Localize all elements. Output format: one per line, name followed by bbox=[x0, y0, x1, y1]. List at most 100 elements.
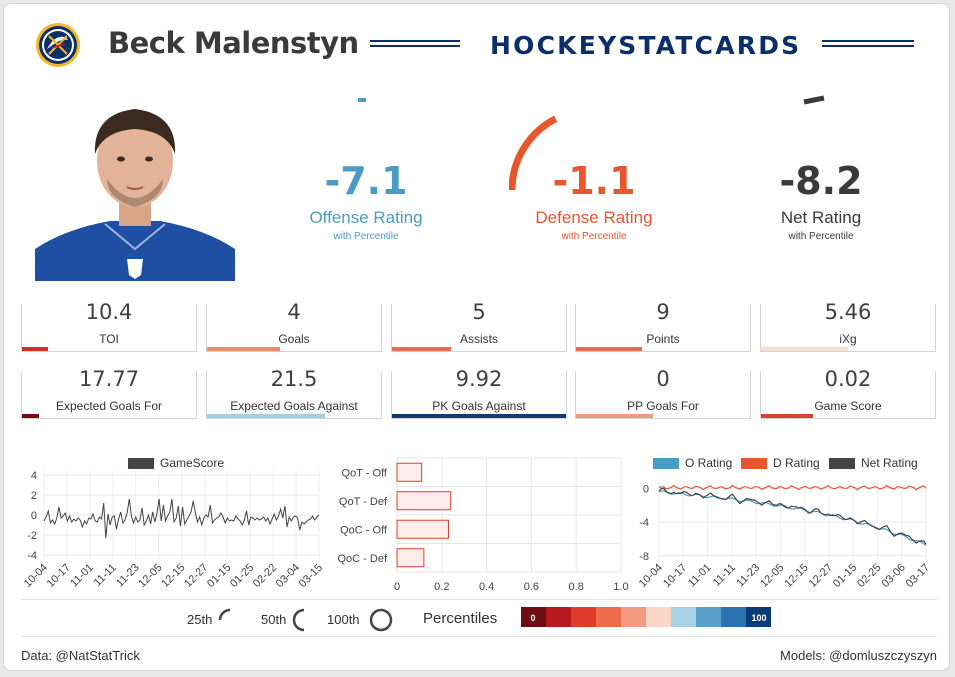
offense-rating-sub: with Percentile bbox=[333, 231, 399, 242]
defense-gauge bbox=[508, 90, 675, 200]
percentile-scale-swatch bbox=[696, 607, 721, 627]
data-credit: Data: @NatStatTrick bbox=[21, 648, 140, 663]
quality-chart: 0 0.2 0.4 0.6 0.8 1.0 QoT - Off QoT - Def QoC - … bbox=[324, 450, 629, 600]
ratings-d-line bbox=[658, 484, 927, 491]
size-legend-label: 50th bbox=[261, 612, 286, 627]
brand-title: HOCKEYSTATCARDS bbox=[490, 31, 802, 60]
gamescore-x-tick: 12-15 bbox=[159, 562, 187, 590]
quality-bar bbox=[396, 519, 450, 539]
net-rating-value: -8.2 bbox=[779, 159, 863, 203]
stat-value: 9 bbox=[656, 300, 670, 324]
stat-label: PP Goals For bbox=[627, 399, 699, 413]
percentile-scale-swatch bbox=[521, 607, 546, 627]
defense-rating-sub: with Percentile bbox=[561, 231, 627, 242]
brand-rule-right-2 bbox=[822, 45, 914, 47]
stat-box: 0 PP Goals For bbox=[575, 367, 751, 419]
gamescore-chart: GameScore 4 2 0 -2 -4 10-04 10-17 11-01 11-11 11-2… bbox=[4, 450, 325, 600]
ratings-x-tick: 10-17 bbox=[661, 562, 689, 590]
stat-percentile-bar bbox=[576, 414, 653, 418]
ratings-x-tick: 03-06 bbox=[879, 562, 907, 590]
footer-divider bbox=[21, 636, 937, 637]
legend-divider-top bbox=[21, 599, 937, 600]
gamescore-x-tick: 10-04 bbox=[22, 562, 50, 590]
stat-value: 21.5 bbox=[270, 367, 318, 391]
ratings-y-tick: -4 bbox=[639, 517, 649, 529]
stat-value: 5.46 bbox=[824, 300, 872, 324]
stat-label: Game Score bbox=[814, 399, 882, 413]
ratings-net-line bbox=[658, 487, 927, 545]
quality-x-tick: 0 bbox=[394, 581, 400, 593]
ratings-x-tick: 11-23 bbox=[734, 562, 762, 590]
stat-label: Expected Goals Against bbox=[230, 399, 358, 413]
stat-box: 4 Goals bbox=[206, 300, 382, 352]
stat-box: 5.46 iXg bbox=[760, 300, 936, 352]
ratings-legend-swatch bbox=[741, 458, 767, 469]
stat-percentile-bar bbox=[576, 347, 643, 351]
quality-category-label: QoT - Off bbox=[342, 467, 388, 479]
ratings-legend-label: D Rating bbox=[773, 456, 820, 470]
gamescore-x-tick: 12-05 bbox=[136, 562, 164, 590]
ratings-chart: O Rating D Rating Net Rating 0 -4 -8 10-04 10-1… bbox=[629, 450, 949, 600]
percentile-scale-min: 0 bbox=[530, 613, 535, 623]
net-rating-sub: with Percentile bbox=[788, 231, 854, 242]
stat-percentile-bar bbox=[22, 414, 40, 418]
quality-x-tick: 0.2 bbox=[434, 581, 449, 593]
quality-category-label: QoC - Def bbox=[337, 553, 387, 565]
ratings-x-tick: 11-11 bbox=[711, 562, 738, 589]
percentile-scale-swatch bbox=[671, 607, 696, 627]
gamescore-legend-swatch bbox=[128, 458, 154, 469]
ratings-x-tick: 10-04 bbox=[637, 562, 665, 590]
stat-box: 9 Points bbox=[575, 300, 751, 352]
player-photo bbox=[35, 99, 235, 281]
percentiles-label: Percentiles bbox=[423, 610, 498, 627]
ratings-x-tick: 11-01 bbox=[686, 562, 714, 590]
ratings-x-tick: 03-17 bbox=[904, 562, 932, 590]
offense-rating-label: Offense Rating bbox=[309, 208, 423, 227]
percentile-scale-swatch bbox=[571, 607, 596, 627]
ratings-x-tick: 02-25 bbox=[855, 562, 883, 590]
stat-box: 17.77 Expected Goals For bbox=[21, 367, 197, 419]
stat-label: Points bbox=[646, 332, 680, 346]
stat-value: 17.77 bbox=[78, 367, 140, 391]
stat-percentile-bar bbox=[392, 414, 566, 418]
net-gauge bbox=[738, 90, 904, 200]
gamescore-x-tick: 11-01 bbox=[68, 562, 96, 590]
stat-value: 4 bbox=[287, 300, 301, 324]
quality-bar bbox=[396, 548, 425, 568]
quality-x-tick: 1.0 bbox=[613, 581, 628, 593]
gamescore-x-tick: 10-17 bbox=[45, 562, 73, 590]
gamescore-legend-label: GameScore bbox=[160, 456, 224, 470]
percentile-scale-swatch bbox=[746, 607, 771, 627]
player-name: Beck Malenstyn bbox=[108, 26, 359, 60]
gamescore-y-tick: -4 bbox=[27, 550, 37, 562]
stat-label: Expected Goals For bbox=[55, 399, 163, 413]
gamescore-y-tick: 2 bbox=[31, 490, 37, 502]
ratings-x-tick: 12-27 bbox=[807, 562, 835, 590]
percentile-scale-swatch bbox=[546, 607, 571, 627]
quality-category-label: QoC - Off bbox=[340, 524, 388, 536]
quality-x-tick: 0.8 bbox=[569, 581, 584, 593]
percentile-scale-swatch bbox=[596, 607, 621, 627]
net-rating-label: Net Rating bbox=[780, 208, 862, 227]
quality-category-label: QoT - Def bbox=[339, 496, 388, 508]
stat-value: 9.92 bbox=[455, 367, 503, 391]
ratings-legend-swatch bbox=[829, 458, 855, 469]
ratings-legend-swatch bbox=[653, 458, 679, 469]
gamescore-y-tick: 0 bbox=[31, 510, 37, 522]
size-legend-arc bbox=[218, 608, 231, 621]
stat-percentile-bar bbox=[761, 347, 848, 351]
percentile-scale-max: 100 bbox=[751, 613, 766, 623]
stat-percentile-bar bbox=[22, 347, 49, 351]
stat-box: 10.4 TOI bbox=[21, 300, 197, 352]
stat-value: 0.02 bbox=[824, 367, 872, 391]
percentile-scale: 0 100 bbox=[521, 607, 771, 629]
gamescore-x-tick: 01-15 bbox=[205, 562, 233, 590]
quality-bar bbox=[396, 462, 423, 482]
brand-rule-left-2 bbox=[370, 45, 460, 47]
size-legend-arc bbox=[369, 608, 393, 632]
offense-gauge-arc bbox=[358, 98, 366, 102]
offense-rating-value: -7.1 bbox=[324, 159, 408, 203]
stat-label: PK Goals Against bbox=[432, 399, 526, 413]
stat-label: Goals bbox=[278, 332, 310, 346]
size-legend-arc bbox=[292, 608, 305, 632]
